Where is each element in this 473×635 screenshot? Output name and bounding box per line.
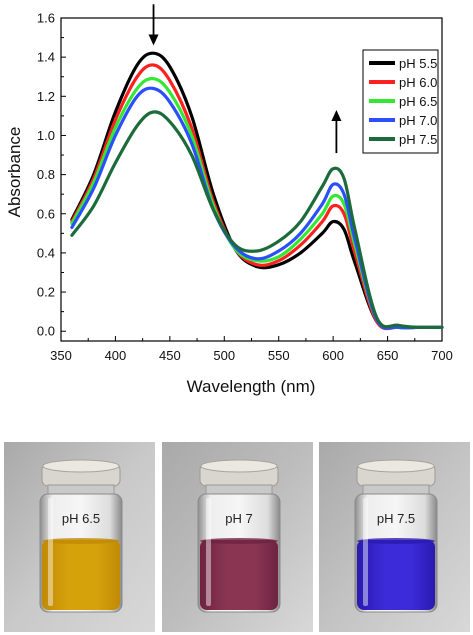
y-tick-label: 1.2 — [37, 89, 55, 104]
legend: pH 5.5 pH 6.0 pH 6.5 pH 7.0 pH 7.5 — [362, 49, 439, 154]
y-tick-label: 0.8 — [37, 167, 55, 182]
vial-photo-ph65: pH 6.5 — [4, 442, 155, 632]
x-tick-label: 350 — [50, 348, 72, 363]
glass-highlight — [206, 498, 211, 606]
y-tick-label: 0.2 — [37, 285, 55, 300]
liquid-surface — [42, 538, 120, 544]
y-axis-label: Absorbance — [5, 127, 24, 218]
x-tick-label: 650 — [377, 348, 399, 363]
arrow-up-icon — [331, 109, 342, 121]
vial-liquid — [42, 540, 120, 610]
x-tick-label: 700 — [431, 348, 453, 363]
legend-label: pH 6.5 — [399, 94, 437, 109]
vial-label: pH 6.5 — [62, 511, 100, 526]
vial-cap-top — [357, 459, 435, 473]
vial-label: pH 7 — [225, 511, 252, 526]
vial-photo-ph75: pH 7.5 — [319, 442, 470, 632]
legend-label: pH 7.0 — [399, 113, 437, 128]
y-tick-label: 1.6 — [37, 11, 55, 26]
glass-highlight — [363, 498, 368, 606]
x-axis-label: Wavelength (nm) — [187, 377, 316, 396]
vial-cap-top — [200, 459, 278, 473]
x-axis: 350 400 450 500 550 600 650 700 — [50, 336, 453, 363]
x-tick-label: 400 — [105, 348, 127, 363]
y-tick-label: 0.0 — [37, 324, 55, 339]
arrow-down-icon — [148, 34, 159, 46]
vial-label: pH 7.5 — [377, 511, 415, 526]
legend-label: pH 5.5 — [399, 56, 437, 71]
y-axis: 0.0 0.2 0.4 0.6 0.8 1.0 1.2 1.4 1.6 — [37, 11, 66, 339]
x-tick-label: 600 — [322, 348, 344, 363]
x-tick-label: 550 — [268, 348, 290, 363]
y-tick-label: 1.0 — [37, 128, 55, 143]
y-tick-label: 0.6 — [37, 206, 55, 221]
liquid-surface — [200, 538, 278, 544]
glass-highlight — [48, 498, 53, 606]
absorbance-chart: 350 400 450 500 550 600 650 700 0.0 0.2 0.4 0.6 0.8… — [5, 4, 453, 396]
x-tick-label: 500 — [213, 348, 235, 363]
legend-label: pH 6.0 — [399, 75, 437, 90]
vial-liquid — [200, 540, 278, 610]
series-line-ph-7-5 — [70, 110, 444, 330]
y-tick-label: 0.4 — [37, 245, 55, 260]
series-lines — [70, 51, 444, 331]
x-tick-label: 450 — [159, 348, 181, 363]
annotation-arrows — [148, 4, 342, 154]
liquid-surface — [357, 538, 435, 544]
vial-liquid — [357, 540, 435, 610]
vial-cap-top — [42, 459, 120, 473]
legend-label: pH 7.5 — [399, 132, 437, 147]
y-tick-label: 1.4 — [37, 50, 55, 65]
vial-photo-ph7: pH 7 — [162, 442, 313, 632]
